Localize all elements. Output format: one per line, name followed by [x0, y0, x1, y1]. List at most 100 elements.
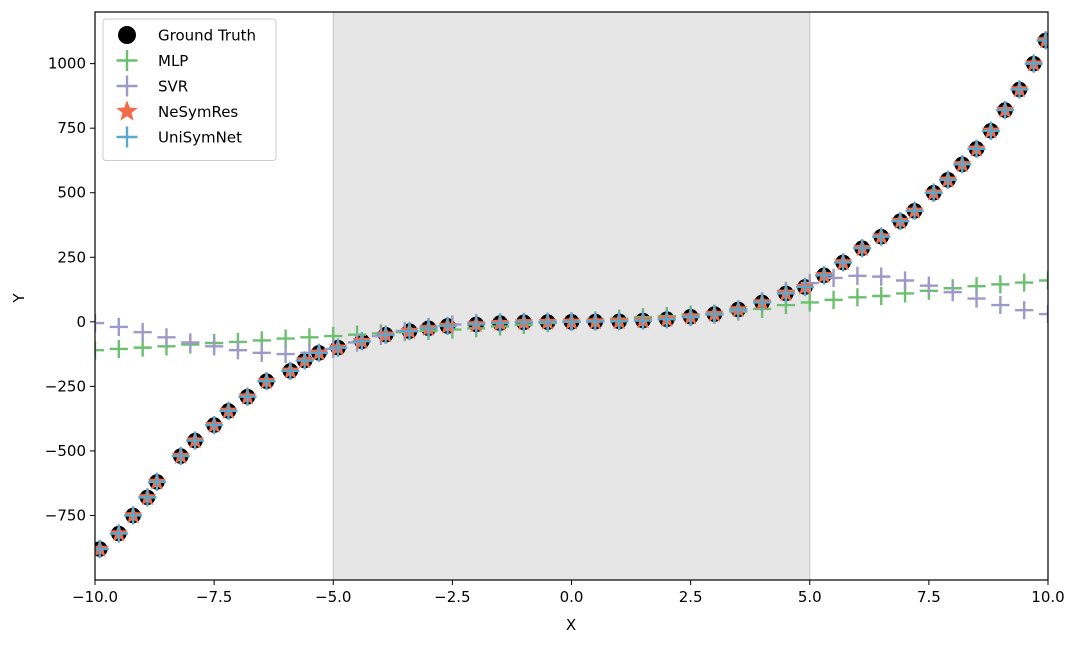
point-unisymnet	[514, 313, 533, 332]
point-unisymnet	[981, 121, 1000, 140]
point-unisymnet	[905, 201, 924, 220]
point-svr	[895, 271, 915, 290]
axes: −10.0 −7.5 −5.0 −2.5 0.0 2.5 5.0 7.5 10.0 −750 −50…	[45, 11, 1065, 606]
point-unisymnet	[1010, 80, 1029, 99]
point-mlp	[824, 290, 843, 309]
point-mlp	[300, 328, 319, 347]
point-unisymnet	[171, 446, 190, 466]
point-unisymnet	[238, 387, 257, 406]
point-unisymnet	[814, 266, 834, 285]
point-unisymnet	[109, 524, 128, 543]
point-unisymnet	[633, 311, 653, 330]
point-unisymnet	[400, 322, 419, 341]
legend-label: Ground Truth	[158, 27, 256, 45]
point-svr	[205, 337, 224, 356]
point-unisymnet	[996, 101, 1015, 120]
legend: Ground Truth MLP SVR NeSymRes UniSymNet	[102, 18, 277, 161]
point-unisymnet	[729, 300, 748, 319]
point-svr	[252, 343, 271, 362]
point-mlp	[95, 341, 105, 360]
point-mlp	[1015, 273, 1034, 292]
y-tick-label: 500	[57, 184, 86, 202]
point-mlp	[872, 286, 891, 306]
point-svr	[919, 276, 938, 295]
point-unisymnet	[124, 506, 143, 525]
x-tick-label: −2.5	[434, 588, 470, 606]
point-svr	[181, 333, 200, 352]
point-svr	[95, 314, 105, 333]
point-unisymnet	[219, 401, 238, 420]
point-svr	[991, 295, 1010, 315]
point-mlp	[133, 338, 152, 357]
legend-label: SVR	[158, 78, 188, 96]
plot-area	[95, 12, 1048, 580]
x-tick-label: 2.5	[679, 588, 703, 606]
y-tick-label: 250	[57, 248, 86, 266]
x-tick-label: 0.0	[560, 588, 584, 606]
point-unisymnet	[309, 343, 329, 362]
point-unisymnet	[328, 338, 348, 357]
point-unisymnet	[562, 312, 581, 331]
legend-label: MLP	[158, 52, 188, 70]
y-tick-label: 750	[57, 119, 86, 137]
point-unisymnet	[438, 316, 457, 336]
x-tick-label: −10.0	[72, 588, 118, 606]
point-mlp	[800, 293, 819, 312]
point-mlp	[276, 329, 295, 348]
x-tick-label: 5.0	[798, 588, 822, 606]
point-unisymnet	[753, 293, 772, 312]
point-unisymnet	[834, 253, 853, 272]
x-axis-label: X	[566, 616, 576, 634]
point-unisymnet	[352, 332, 371, 351]
point-unisymnet	[147, 472, 167, 491]
point-unisymnet	[1036, 31, 1048, 50]
point-unisymnet	[185, 431, 205, 450]
point-mlp	[1038, 271, 1048, 290]
x-tick-label: 10.0	[1031, 588, 1064, 606]
point-unisymnet	[586, 312, 605, 331]
x-tick-label: −7.5	[196, 588, 232, 606]
point-svr	[943, 283, 962, 302]
point-unisymnet	[205, 415, 224, 435]
point-unisymnet	[610, 312, 629, 331]
point-unisymnet	[257, 372, 276, 391]
point-unisymnet	[853, 239, 872, 258]
point-svr	[228, 341, 248, 360]
point-unisymnet	[938, 170, 958, 189]
point-svr	[157, 328, 176, 347]
legend-marker	[116, 100, 138, 121]
point-unisymnet	[872, 227, 891, 246]
point-svr	[109, 317, 128, 337]
legend-label: UniSymNet	[158, 129, 242, 147]
point-svr	[133, 323, 152, 342]
point-unisymnet	[490, 314, 510, 333]
legend-marker	[116, 50, 138, 71]
point-svr	[1015, 301, 1034, 320]
series-layer	[95, 30, 1048, 559]
point-unisymnet	[924, 183, 943, 202]
legend-marker	[116, 126, 138, 148]
point-unisymnet	[467, 315, 486, 334]
shaded-region	[333, 12, 810, 580]
point-svr	[872, 267, 891, 286]
point-unisymnet	[681, 307, 700, 326]
point-unisymnet	[1024, 54, 1043, 73]
y-tick-label: 1000	[48, 55, 86, 73]
point-mlp	[991, 275, 1010, 294]
point-unisymnet	[657, 310, 676, 329]
point-unisymnet	[776, 284, 796, 303]
point-unisymnet	[538, 312, 557, 332]
point-mlp	[848, 288, 867, 307]
point-unisymnet	[419, 319, 438, 338]
y-tick-label: −250	[45, 377, 86, 395]
y-tick-label: 0	[76, 313, 86, 331]
x-tick-label: 7.5	[917, 588, 941, 606]
legend-marker	[118, 26, 136, 44]
point-unisymnet	[138, 488, 157, 507]
point-unisymnet	[376, 325, 395, 344]
point-unisymnet	[891, 212, 910, 231]
point-unisymnet	[295, 351, 314, 370]
y-tick-label: −750	[45, 506, 86, 524]
series-unisymnet	[95, 31, 1048, 559]
y-tick-label: −500	[45, 442, 86, 460]
